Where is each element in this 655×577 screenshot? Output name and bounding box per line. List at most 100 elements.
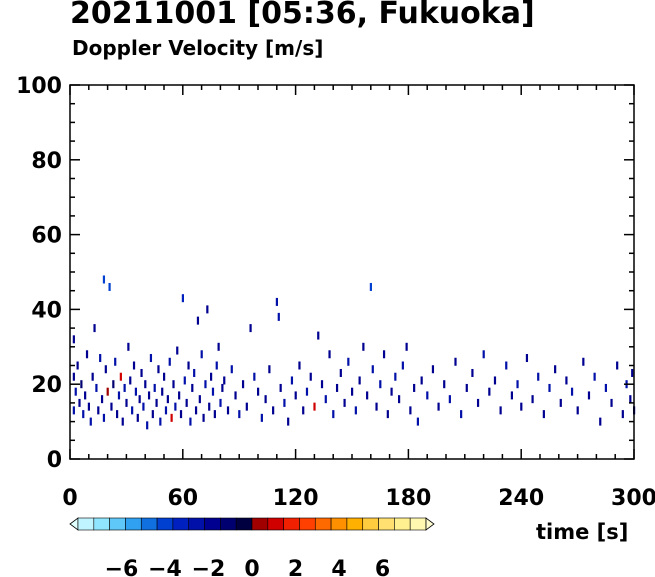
data-point bbox=[80, 380, 83, 389]
data-point bbox=[157, 365, 160, 374]
data-point bbox=[202, 413, 205, 422]
data-point bbox=[290, 376, 294, 385]
colorbar-max-arrow bbox=[425, 517, 435, 531]
data-point bbox=[516, 380, 519, 389]
data-point bbox=[146, 421, 149, 430]
data-point bbox=[343, 398, 346, 407]
colorbar-tick-label: −6 bbox=[105, 557, 139, 577]
data-point bbox=[351, 387, 354, 396]
x-tick-label: 60 bbox=[167, 486, 198, 511]
data-point bbox=[194, 406, 198, 415]
data-point bbox=[332, 410, 335, 419]
data-point bbox=[127, 342, 130, 351]
colorbar-segment bbox=[220, 517, 237, 531]
data-point bbox=[245, 402, 248, 411]
colorbar-segment bbox=[394, 517, 411, 531]
data-point bbox=[72, 372, 75, 381]
colorbar-min-arrow bbox=[69, 517, 79, 531]
data-point bbox=[420, 376, 423, 385]
data-point bbox=[87, 402, 90, 411]
data-point bbox=[116, 410, 119, 419]
data-point bbox=[249, 324, 252, 333]
data-point bbox=[382, 350, 386, 359]
data-point bbox=[108, 282, 111, 291]
data-point bbox=[219, 398, 222, 407]
colorbar-segment bbox=[140, 517, 158, 531]
data-point bbox=[305, 387, 309, 396]
data-point bbox=[328, 350, 331, 359]
data-point bbox=[371, 365, 374, 374]
data-point bbox=[559, 398, 562, 407]
data-point bbox=[264, 395, 267, 404]
data-point bbox=[260, 413, 263, 422]
data-point bbox=[204, 380, 207, 389]
data-point bbox=[593, 372, 596, 381]
colorbar-segment bbox=[251, 517, 269, 531]
data-point bbox=[537, 372, 540, 381]
data-point bbox=[226, 406, 230, 415]
data-point bbox=[196, 316, 200, 325]
data-point bbox=[119, 372, 122, 381]
y-tick-label: 0 bbox=[47, 448, 62, 473]
data-point bbox=[268, 365, 271, 374]
data-point bbox=[335, 383, 339, 392]
y-tick-label: 20 bbox=[31, 373, 62, 398]
data-point bbox=[279, 383, 282, 392]
colorbar-segment bbox=[378, 517, 395, 531]
data-point bbox=[221, 383, 224, 392]
data-point bbox=[163, 372, 166, 381]
data-point bbox=[604, 383, 607, 392]
data-point bbox=[413, 383, 416, 392]
x-axis-label: time [s] bbox=[536, 520, 629, 544]
data-point bbox=[99, 354, 102, 363]
data-point bbox=[230, 365, 233, 374]
colorbar-segment bbox=[267, 517, 284, 531]
data-point bbox=[178, 391, 181, 400]
data-point bbox=[253, 372, 256, 381]
data-point bbox=[437, 402, 440, 411]
data-point bbox=[275, 297, 278, 306]
data-point bbox=[610, 398, 613, 407]
data-point bbox=[144, 380, 147, 389]
data-point bbox=[277, 312, 280, 321]
colorbar-segment bbox=[109, 517, 126, 531]
data-point bbox=[548, 383, 551, 392]
data-point bbox=[176, 346, 179, 355]
data-point bbox=[409, 406, 412, 415]
data-point bbox=[114, 357, 117, 366]
data-point bbox=[525, 354, 529, 363]
colorbar-segment bbox=[188, 517, 205, 531]
data-point bbox=[149, 354, 153, 363]
data-point bbox=[366, 391, 369, 400]
data-point bbox=[454, 357, 457, 366]
data-point bbox=[386, 410, 389, 419]
colorbar-segment bbox=[314, 517, 332, 531]
data-point bbox=[166, 395, 169, 404]
data-point bbox=[476, 398, 480, 407]
data-point bbox=[390, 387, 393, 396]
data-point bbox=[570, 387, 574, 396]
data-point bbox=[347, 357, 350, 366]
data-point bbox=[155, 398, 158, 407]
data-point bbox=[317, 331, 320, 340]
colorbar-segment bbox=[235, 517, 253, 531]
data-point bbox=[358, 376, 361, 385]
data-point bbox=[84, 391, 87, 400]
data-point bbox=[161, 387, 164, 396]
data-point bbox=[465, 383, 468, 392]
x-tick-label: 240 bbox=[498, 486, 544, 511]
data-point bbox=[189, 417, 192, 426]
data-point bbox=[206, 305, 209, 314]
y-tick-label: 60 bbox=[31, 224, 62, 249]
colorbar-tick-label: 6 bbox=[375, 557, 390, 577]
data-point bbox=[405, 342, 408, 351]
points-layer bbox=[72, 275, 636, 430]
data-point bbox=[208, 402, 211, 411]
data-point bbox=[375, 402, 378, 411]
data-point bbox=[287, 417, 290, 426]
data-point bbox=[320, 380, 324, 389]
data-point bbox=[587, 391, 591, 400]
colorbar-segment bbox=[409, 517, 427, 531]
data-point bbox=[324, 395, 327, 404]
